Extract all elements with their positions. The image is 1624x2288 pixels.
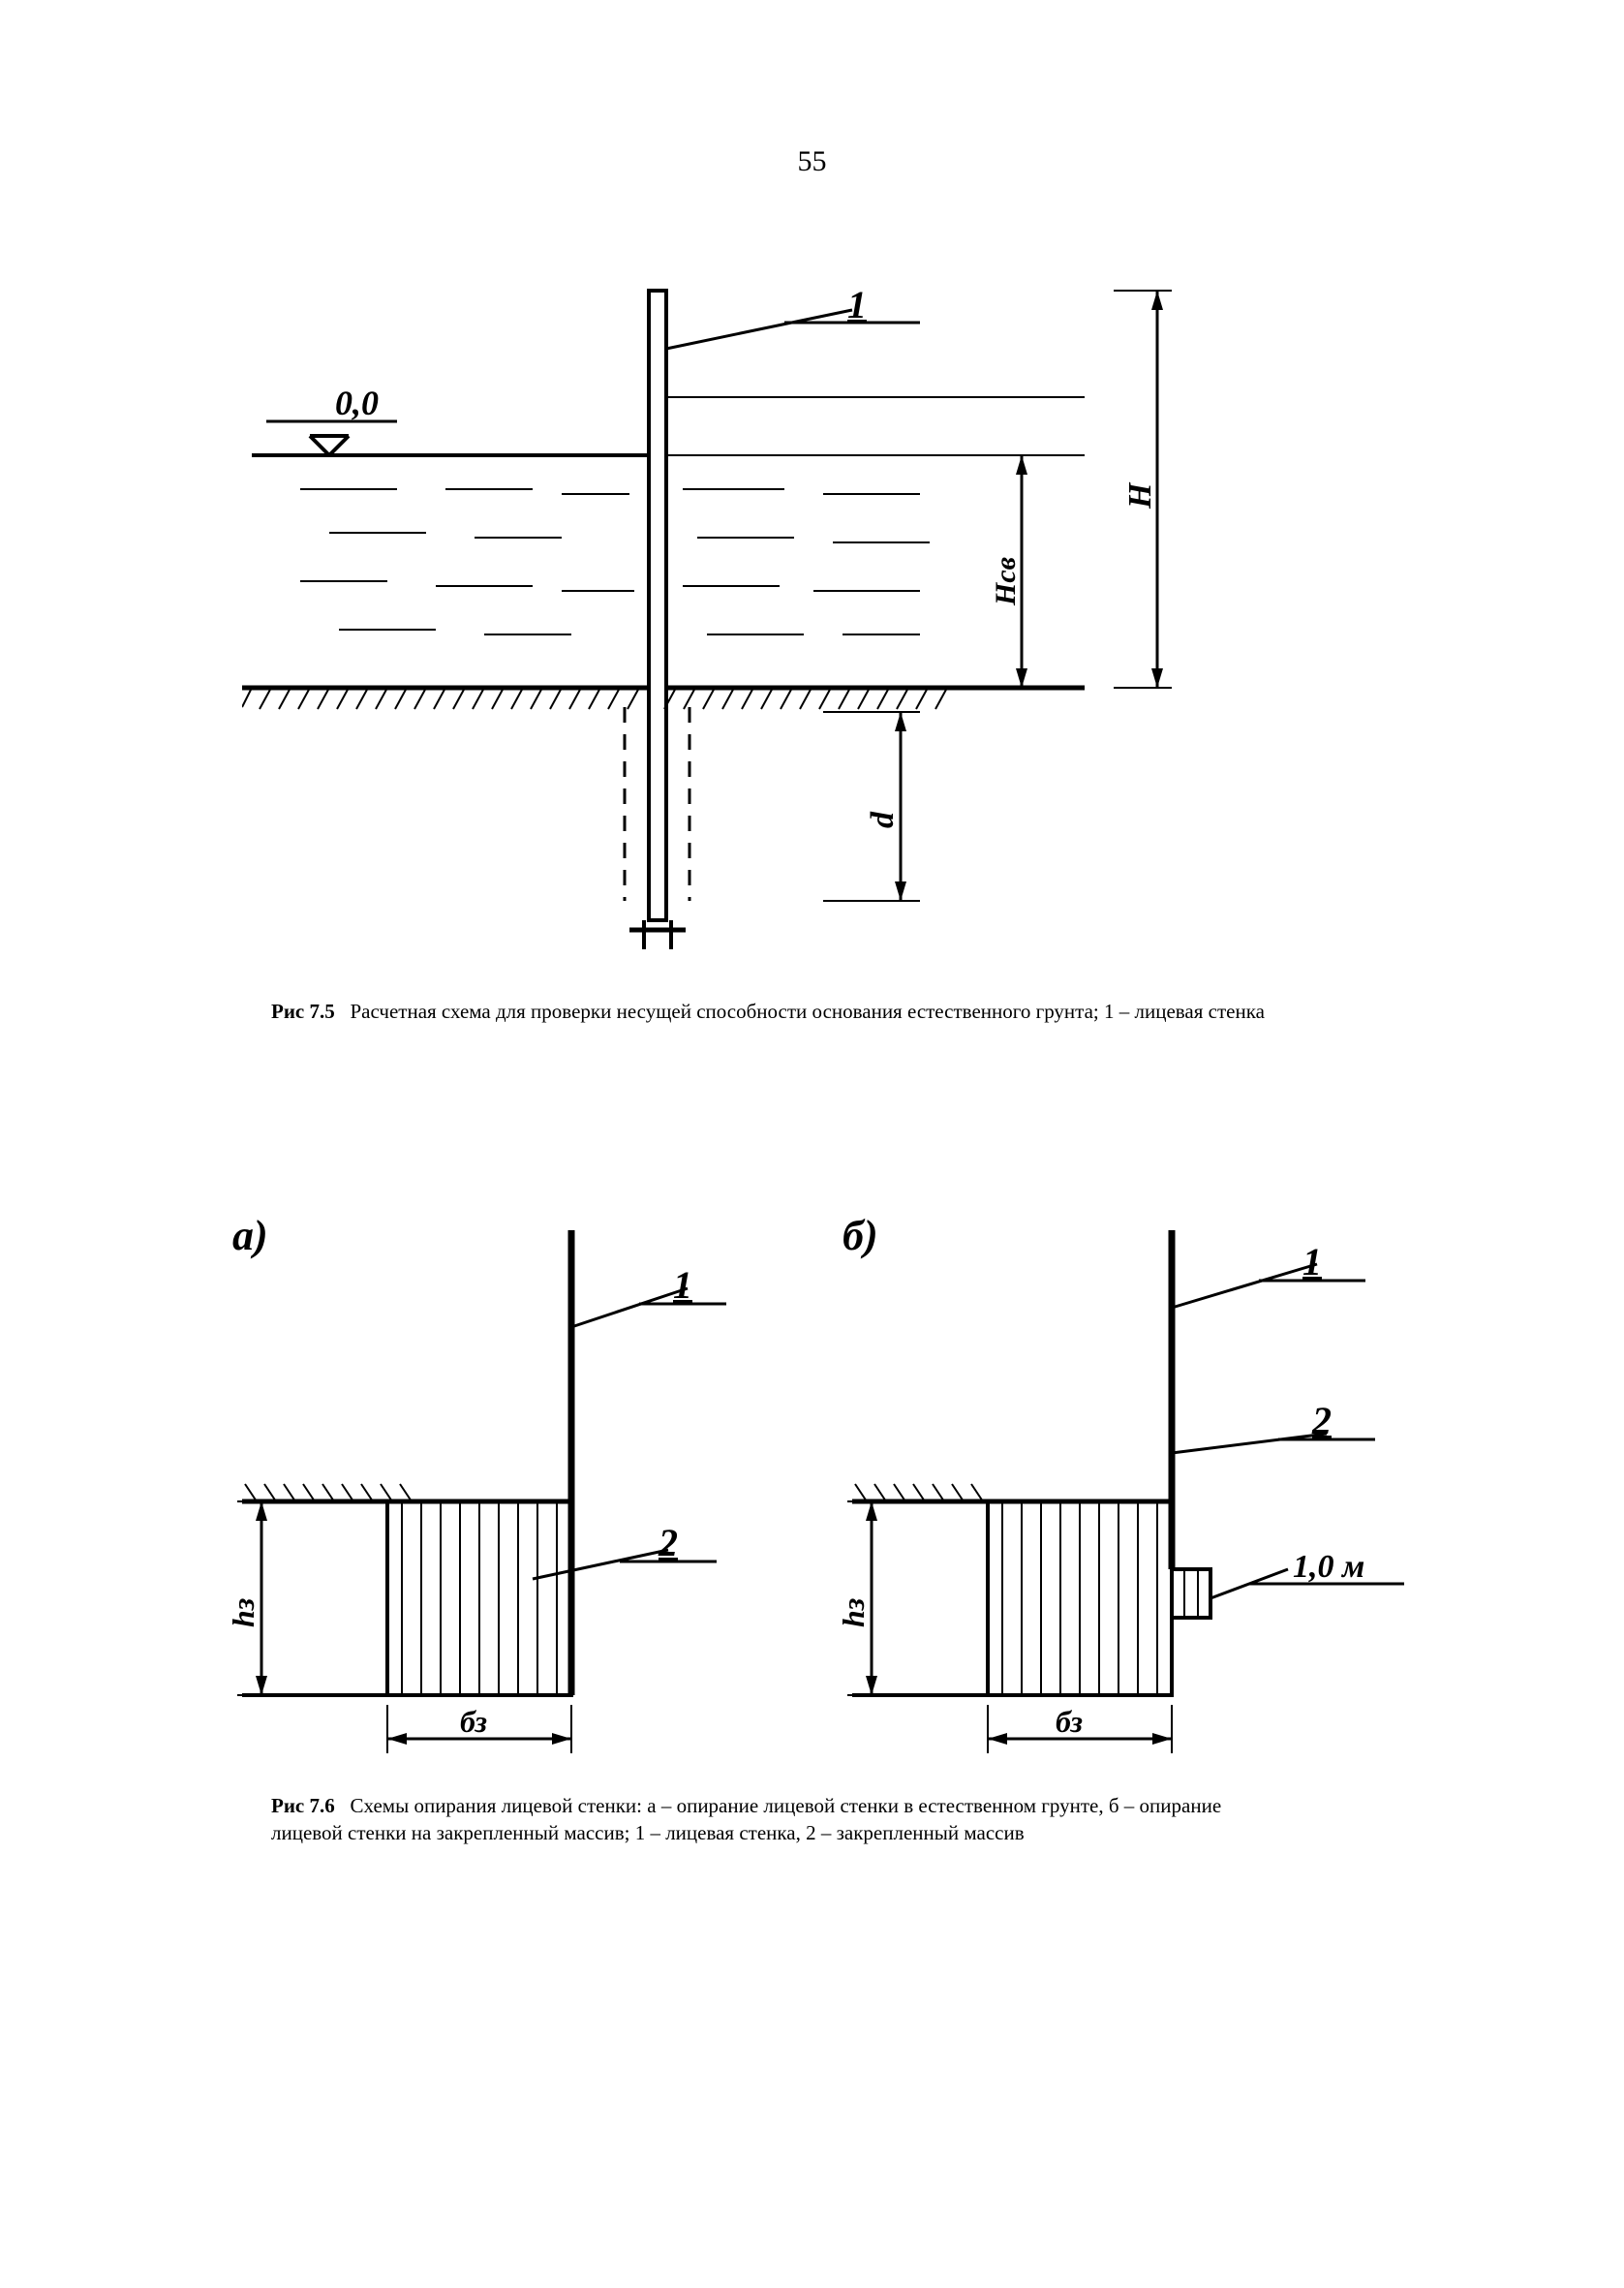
caption-body: Расчетная схема для проверки несущей спо…: [351, 1000, 1265, 1023]
face-wall: [649, 291, 666, 920]
figure-7-5: 0,0 1 H Hсв d: [242, 271, 1259, 969]
caption-prefix: Рис 7.5: [271, 1000, 335, 1023]
fig76-panel-a: [237, 1230, 726, 1753]
fig76b-dim-bz: бз: [1056, 1704, 1083, 1739]
fig76b-callout-2: 2: [1311, 1399, 1332, 1442]
figure-7-6: а) б) 1 2 1 2 1,0 м hз hз бз бз: [184, 1182, 1462, 1782]
fig76-panel-label-a: а): [232, 1212, 268, 1259]
figure-7-5-caption: Рис 7.5 Расчетная схема для проверки нес…: [271, 998, 1288, 1025]
figure-7-6-caption: Рис 7.6 Схемы опирания лицевой стенки: а…: [271, 1792, 1298, 1847]
fig75-callout-1: 1: [847, 283, 867, 326]
fig76a-callout-2: 2: [658, 1521, 678, 1564]
water-level-label: 0,0: [335, 384, 379, 422]
caption-body: Схемы опирания лицевой стенки: а – опира…: [271, 1794, 1221, 1844]
fig75-dim-d: d: [865, 811, 901, 828]
fig75-dim-Hсв: Hсв: [990, 557, 1022, 606]
fig76a-dim-hz: hз: [226, 1598, 260, 1627]
fig76a-dim-bz: бз: [460, 1704, 487, 1739]
fig76b-dim-hz: hз: [836, 1598, 871, 1627]
fig76-panel-b: [847, 1230, 1404, 1753]
fig76b-callout-1: 1: [1302, 1240, 1322, 1283]
fig76b-dim-1m: 1,0 м: [1293, 1549, 1364, 1585]
fig76a-callout-1: 1: [673, 1263, 692, 1307]
caption-prefix: Рис 7.6: [271, 1794, 335, 1817]
fig75-dim-H: H: [1122, 481, 1158, 510]
fig76-panel-label-b: б): [843, 1212, 878, 1259]
page-number: 55: [0, 145, 1624, 178]
